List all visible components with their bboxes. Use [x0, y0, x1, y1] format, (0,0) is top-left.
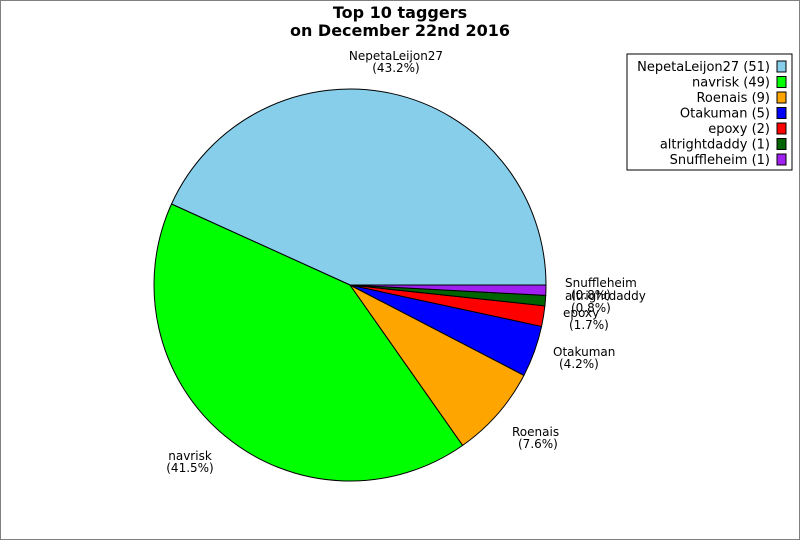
slice-label-altrightdaddy: altrightdaddy	[565, 289, 646, 303]
legend: NepetaLeijon27 (51)navrisk (49)Roenais (…	[626, 53, 793, 171]
pie-slice-nepetaleijon27	[170, 88, 547, 286]
legend-swatch-nepetaleijon27	[776, 60, 787, 73]
legend-label-nepetaleijon27: NepetaLeijon27 (51)	[637, 60, 770, 75]
slice-label-navrisk: navrisk	[168, 449, 212, 463]
pie-slices	[153, 88, 547, 482]
slice-label-snuffleheim: Snuffleheim	[565, 276, 637, 290]
legend-swatch-otakuman	[776, 107, 787, 119]
legend-label-snuffleheim: Snuffleheim (1)	[670, 153, 770, 168]
legend-swatch-altrightdaddy	[776, 138, 787, 150]
legend-label-otakuman: Otakuman (5)	[680, 107, 770, 122]
legend-swatch-epoxy	[776, 122, 787, 135]
slice-label-nepetaleijon27: NepetaLeijon27	[349, 49, 443, 63]
slice-percent-snuffleheim: (0.8%)	[571, 288, 611, 302]
slice-percent-navrisk: (41.5%)	[166, 461, 213, 475]
legend-swatch-navrisk	[776, 76, 787, 88]
chart-title-line-1: Top 10 taggers	[333, 3, 467, 22]
slice-label-epoxy: epoxy	[563, 306, 599, 320]
slice-percent-nepetaleijon27: (43.2%)	[372, 61, 419, 75]
slice-percent-otakuman: (4.2%)	[559, 357, 599, 371]
legend-swatch-roenais	[776, 91, 787, 104]
slice-percent-epoxy: (1.7%)	[569, 318, 609, 332]
legend-box	[626, 53, 793, 171]
slice-label-otakuman: Otakuman	[553, 345, 615, 359]
slice-label-roenais: Roenais	[512, 425, 559, 439]
legend-label-altrightdaddy: altrightdaddy (1)	[660, 138, 770, 153]
legend-label-epoxy: epoxy (2)	[708, 122, 770, 137]
legend-swatch-snuffleheim	[776, 153, 787, 166]
slice-percent-altrightdaddy: (0.8%)	[571, 301, 611, 315]
pie-slice-snuffleheim	[349, 284, 547, 296]
legend-label-navrisk: navrisk (49)	[692, 76, 770, 91]
slice-labels: NepetaLeijon27(43.2%) navrisk(41.5%) Roena…	[166, 49, 646, 475]
pie-slice-navrisk	[153, 203, 464, 482]
slice-percent-roenais: (7.6%)	[518, 437, 558, 451]
chart-title-line-2: on December 22nd 2016	[290, 21, 510, 40]
legend-label-roenais: Roenais (9)	[696, 91, 770, 106]
pie-slice-roenais	[349, 284, 525, 447]
